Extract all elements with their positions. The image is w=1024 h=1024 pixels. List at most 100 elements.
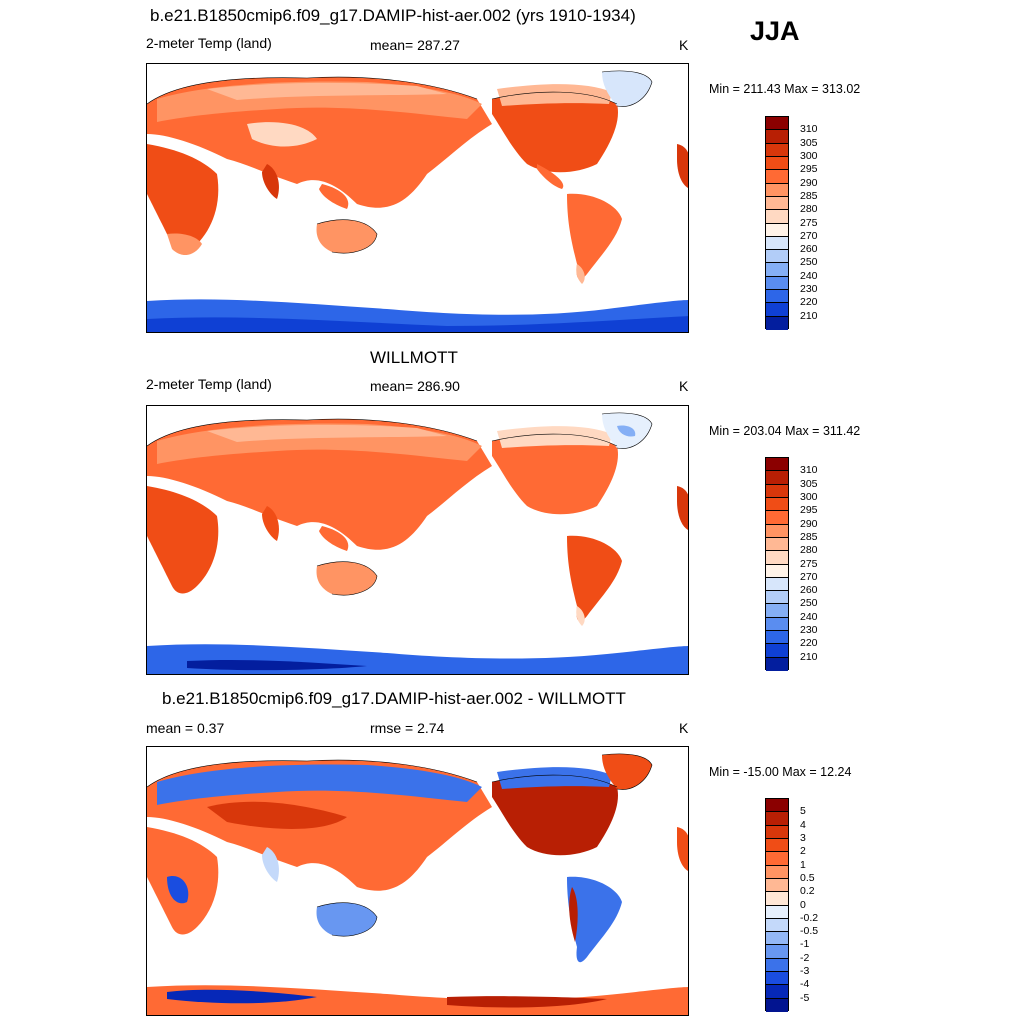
panel3-colorbar-box <box>766 918 788 933</box>
panel1-mean-label: mean= 287.27 <box>370 37 460 53</box>
panel1-colorbar-box <box>766 156 788 171</box>
panel3-colorbar-box <box>766 985 788 999</box>
panel2-colorbar <box>765 457 789 671</box>
panel3-map <box>146 746 689 1016</box>
panel1-colorbar-label: 220 <box>800 296 818 309</box>
panel3-colorbar-label: -1 <box>800 938 810 951</box>
panel3-colorbar-label: 2 <box>800 845 806 858</box>
panel2-colorbar-box <box>766 564 788 578</box>
panel3-colorbar-label: -4 <box>800 978 810 991</box>
panel2-colorbar-box <box>766 577 788 592</box>
panel1-colorbar-label: 275 <box>800 216 818 229</box>
panel2-colorbar-box <box>766 524 788 538</box>
panel3-colorbar-label: 5 <box>800 805 806 818</box>
panel2-colorbar-label: 295 <box>800 504 818 517</box>
panel3-colorbar-box <box>766 812 788 826</box>
panel1-minmax: Min = 211.43 Max = 313.02 <box>709 82 861 96</box>
panel1-colorbar-box <box>766 183 788 197</box>
panel1-colorbar-box <box>766 210 788 224</box>
panel2-colorbar-label: 310 <box>800 464 818 477</box>
panel1-colorbar-label: 240 <box>800 269 818 282</box>
panel1-colorbar-label: 270 <box>800 229 818 242</box>
panel3-colorbar-label: 0.5 <box>800 871 815 884</box>
panel2-colorbar-label: 300 <box>800 490 818 503</box>
panel3-colorbar-box <box>766 838 788 853</box>
panel2-colorbar-label: 275 <box>800 557 818 570</box>
panel2-colorbar-box <box>766 551 788 565</box>
panel1-colorbar-label: 310 <box>800 123 818 136</box>
panel1-colorbar-box <box>766 236 788 251</box>
panel1-colorbar-label: 210 <box>800 309 818 322</box>
panel1-colorbar-label: 295 <box>800 163 818 176</box>
panel2-units: K <box>679 378 689 394</box>
panel2-colorbar-box <box>766 617 788 632</box>
panel3-colorbar <box>765 798 789 1012</box>
panel3-land-shading <box>147 753 688 1015</box>
panel3-colorbar-label: 1 <box>800 858 806 871</box>
panel1-units: K <box>679 37 689 53</box>
panel3-units: K <box>679 720 689 736</box>
panel2-mean-label: mean= 286.90 <box>370 378 460 394</box>
panel2-map-canvas <box>147 412 688 674</box>
panel1-colorbar <box>765 116 789 330</box>
panel1-colorbar-box <box>766 196 788 211</box>
panel2-minmax: Min = 203.04 Max = 311.42 <box>709 424 861 438</box>
panel3-rmse-label: rmse = 2.74 <box>370 720 445 736</box>
panel2-colorbar-label: 270 <box>800 570 818 583</box>
panel1-map <box>146 63 689 333</box>
panel2-title: WILLMOTT <box>370 348 458 367</box>
panel3-colorbar-label: 3 <box>800 831 806 844</box>
panel2-colorbar-box <box>766 471 788 485</box>
panel3-colorbar-box <box>766 865 788 879</box>
panel1-colorbar-box <box>766 117 788 131</box>
panel3-colorbar-box <box>766 878 788 893</box>
panel1-land-shading <box>147 70 688 332</box>
panel2-colorbar-box <box>766 604 788 618</box>
panel1-coastlines <box>147 70 653 254</box>
season-label: JJA <box>750 16 800 46</box>
panel2-map <box>146 405 689 675</box>
panel2-colorbar-box <box>766 591 788 605</box>
panel2-colorbar-label: 230 <box>800 624 818 637</box>
panel1-colorbar-label: 285 <box>800 189 818 202</box>
panel2-colorbar-label: 290 <box>800 517 818 530</box>
panel2-colorbar-label: 285 <box>800 530 818 543</box>
panel1-colorbar-box <box>766 263 788 277</box>
panel2-colorbar-label: 260 <box>800 584 818 597</box>
panel1-map-canvas <box>147 70 688 332</box>
panel3-colorbar-label: -3 <box>800 965 810 978</box>
panel1-colorbar-label: 305 <box>800 136 818 149</box>
panel3-colorbar-box <box>766 958 788 973</box>
panel2-variable-label: 2-meter Temp (land) <box>146 376 272 392</box>
panel3-map-canvas <box>147 753 688 1015</box>
panel3-colorbar-label: -2 <box>800 951 810 964</box>
panel1-colorbar-box <box>766 170 788 184</box>
panel1-variable-label: 2-meter Temp (land) <box>146 35 272 51</box>
panel3-colorbar-box <box>766 825 788 839</box>
panel1-colorbar-box <box>766 250 788 264</box>
panel2-colorbar-label: 305 <box>800 477 818 490</box>
panel2-colorbar-box <box>766 631 788 645</box>
panel1-colorbar-box <box>766 143 788 157</box>
panel3-title: b.e21.B1850cmip6.f09_g17.DAMIP-hist-aer.… <box>162 689 626 708</box>
panel3-colorbar-label: 0 <box>800 898 806 911</box>
panel2-colorbar-box <box>766 511 788 525</box>
panel1-colorbar-box <box>766 223 788 237</box>
panel1-colorbar-box <box>766 276 788 291</box>
panel3-colorbar-box <box>766 905 788 919</box>
panel2-coastlines <box>147 412 653 596</box>
panel2-colorbar-label: 210 <box>800 650 818 663</box>
panel3-mean-label: mean = 0.37 <box>146 720 225 736</box>
panel1-colorbar-label: 300 <box>800 149 818 162</box>
panel3-colorbar-box <box>766 998 788 1012</box>
panel2-colorbar-box <box>766 497 788 512</box>
panel1-colorbar-label: 230 <box>800 283 818 296</box>
panel1-colorbar-box <box>766 303 788 317</box>
panel2-colorbar-box <box>766 644 788 658</box>
panel3-colorbar-label: 0.2 <box>800 885 815 898</box>
panel3-colorbar-box <box>766 799 788 813</box>
panel1-colorbar-box <box>766 316 788 330</box>
panel2-colorbar-label: 240 <box>800 610 818 623</box>
panel3-minmax: Min = -15.00 Max = 12.24 <box>709 765 852 779</box>
panel2-colorbar-box <box>766 657 788 671</box>
